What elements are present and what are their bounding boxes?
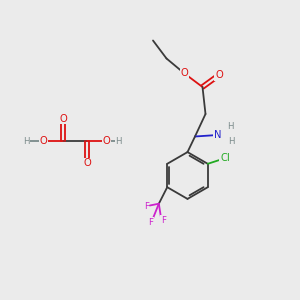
Text: Cl: Cl (220, 153, 230, 164)
Text: H: H (115, 136, 122, 146)
Text: O: O (40, 136, 47, 146)
Text: O: O (181, 68, 188, 79)
Text: N: N (214, 130, 221, 140)
Text: O: O (59, 113, 67, 124)
Text: O: O (83, 158, 91, 169)
Text: F: F (148, 218, 153, 227)
Text: H: H (23, 136, 30, 146)
Text: O: O (103, 136, 110, 146)
Text: F: F (144, 202, 149, 211)
Text: F: F (161, 216, 166, 225)
Text: O: O (215, 70, 223, 80)
Text: H: H (228, 137, 234, 146)
Text: H: H (227, 122, 233, 131)
